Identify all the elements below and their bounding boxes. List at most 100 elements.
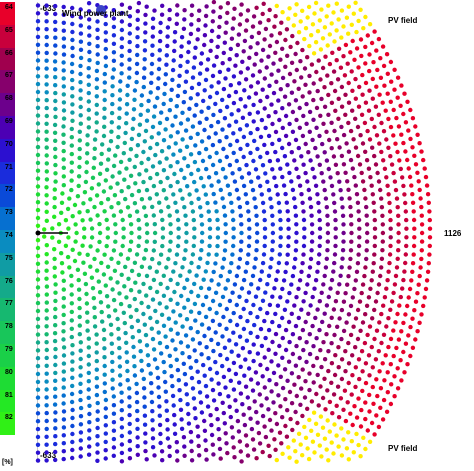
heliostat-point (229, 200, 234, 205)
heliostat-point (260, 47, 266, 53)
heliostat-point (112, 193, 118, 198)
heliostat-point (416, 179, 421, 184)
heliostat-point (188, 152, 194, 157)
heliostat-point (222, 248, 228, 253)
heliostat-point (346, 31, 351, 36)
heliostat-point (217, 322, 222, 327)
heliostat-point (380, 230, 386, 236)
heliostat-point (85, 328, 90, 333)
heliostat-point (334, 58, 339, 63)
heliostat-point (143, 30, 148, 35)
heliostat-point (290, 109, 296, 115)
heliostat-point (246, 366, 252, 371)
colorbar-unit-label: [%] (2, 459, 13, 466)
heliostat-point (244, 338, 250, 343)
heliostat-point (87, 41, 92, 46)
heliostat-point (228, 83, 233, 88)
heliostat-point (376, 112, 381, 118)
heliostat-point (35, 308, 41, 314)
heliostat-point (353, 145, 359, 150)
heliostat-point (351, 11, 356, 16)
heliostat-point (223, 431, 228, 436)
heliostat-point (322, 376, 327, 381)
heliostat-point (53, 27, 58, 32)
heliostat-point (203, 438, 208, 443)
heliostat-point (201, 362, 206, 368)
heliostat-point (360, 388, 365, 394)
heliostat-point (278, 295, 283, 300)
heliostat-point (111, 453, 117, 458)
heliostat-point (401, 111, 406, 117)
heliostat-point (277, 31, 283, 36)
heliostat-point (170, 338, 175, 343)
heliostat-point (202, 418, 207, 424)
heliostat-point (86, 387, 91, 392)
heliostat-point (247, 111, 252, 117)
heliostat-point (132, 164, 137, 170)
heliostat-point (195, 329, 200, 335)
heliostat-point (260, 87, 265, 92)
heliostat-point (243, 28, 249, 33)
heliostat-point (209, 28, 215, 34)
heliostat-point (134, 307, 139, 313)
heliostat-point (109, 110, 115, 116)
heliostat-point (237, 439, 243, 444)
heliostat-point (158, 431, 163, 437)
heliostat-point (392, 282, 398, 287)
heliostat-point (172, 171, 177, 177)
heliostat-point (86, 1, 92, 6)
heliostat-point (218, 187, 223, 193)
heliostat-point (44, 3, 49, 8)
heliostat-point (310, 294, 315, 300)
heliostat-point (53, 410, 58, 415)
heliostat-point (353, 116, 358, 122)
heliostat-point (257, 392, 262, 397)
heliostat-point (294, 239, 299, 244)
heliostat-point (306, 273, 311, 279)
heliostat-point (187, 355, 192, 360)
heliostat-point (217, 14, 223, 20)
heliostat-point (161, 273, 166, 278)
heliostat-point (238, 12, 243, 17)
heliostat-point (286, 16, 291, 21)
heliostat-point (318, 47, 324, 52)
heliostat-point (233, 63, 238, 68)
heliostat-point (394, 345, 399, 351)
heliostat-point (223, 385, 228, 390)
heliostat-point (317, 443, 322, 448)
heliostat-point (419, 213, 424, 218)
heliostat-point (61, 36, 67, 41)
heliostat-point (35, 207, 41, 213)
heliostat-point (196, 196, 201, 201)
heliostat-point (189, 458, 195, 463)
heliostat-point (173, 320, 178, 325)
heliostat-point (89, 275, 95, 280)
heliostat-point (392, 179, 398, 184)
heliostat-point (415, 291, 420, 296)
heliostat-point (174, 21, 179, 26)
heliostat-point (132, 260, 138, 265)
heliostat-point (183, 79, 189, 84)
heliostat-point (316, 58, 321, 63)
heliostat-point (111, 213, 117, 218)
heliostat-point (279, 20, 284, 25)
heliostat-point (151, 114, 157, 119)
heliostat-point (271, 61, 276, 66)
heliostat-point (367, 88, 372, 93)
heliostat-point (255, 314, 260, 320)
heliostat-point (111, 428, 117, 433)
heliostat-point (53, 138, 58, 143)
heliostat-point (364, 222, 370, 227)
heliostat-point (87, 403, 92, 408)
heliostat-point (103, 30, 109, 35)
heliostat-point (278, 57, 283, 62)
heliostat-point (203, 383, 209, 389)
heliostat-point (341, 437, 346, 442)
heliostat-point (80, 218, 85, 223)
colorbar-tick-label: 77 (5, 300, 13, 308)
heliostat-point (308, 256, 314, 262)
heliostat-point (110, 101, 115, 107)
heliostat-point (127, 412, 132, 418)
heliostat-point (297, 355, 302, 361)
